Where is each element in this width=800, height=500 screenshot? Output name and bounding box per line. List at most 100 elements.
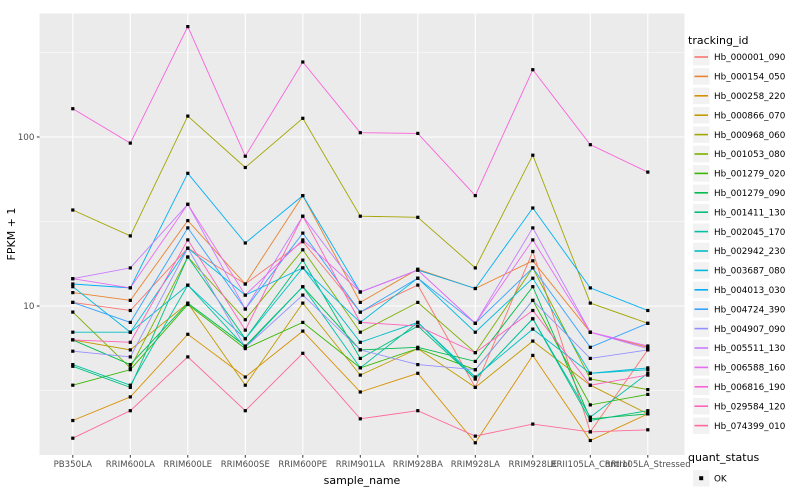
data-point [358,390,362,394]
legend-label: Hb_004907_090 [714,325,786,335]
data-point [186,246,190,250]
data-point [473,286,477,291]
data-point [646,428,650,432]
data-point [588,377,592,381]
data-point [301,60,305,64]
data-point [301,240,305,244]
data-point [301,351,305,355]
x-tick-label: RRIM901LA [336,460,385,470]
data-point [301,248,305,252]
data-point [473,194,477,198]
data-point [473,375,477,379]
data-point [588,286,592,290]
data-point [588,415,592,419]
data-point [646,392,650,396]
legend-label: Hb_005511_130 [714,344,786,354]
x-tick-label: RRIM600PE [278,460,327,470]
legend-label: Hb_002045_170 [714,228,786,238]
data-point [128,383,132,387]
quant-legend-title: quant_status [688,451,760,464]
legend-label: Hb_029584_120 [714,402,786,412]
data-point [128,368,132,372]
data-point [588,371,592,375]
data-point [128,409,132,413]
data-point [588,301,592,305]
data-point [531,226,535,230]
data-point [243,375,247,379]
data-point [71,310,75,314]
data-point [71,208,75,212]
data-points [71,25,650,445]
data-point [531,259,535,263]
data-point [128,141,132,145]
data-point [646,366,650,370]
data-point [301,329,305,333]
legend-label: Hb_074399_010 [714,422,786,432]
data-point [128,330,132,334]
x-tick-label: RRIM600LE [164,460,213,470]
legend-label: Hb_000258_220 [714,92,786,102]
data-point [186,283,190,287]
legend-label: Hb_000866_070 [714,111,786,121]
data-point [531,422,535,426]
data-point [186,25,190,29]
data-point [301,258,305,262]
data-point [531,266,535,270]
data-point [358,310,362,314]
data-point [186,219,190,223]
data-point [358,320,362,324]
data-point [358,290,362,294]
data-point [301,285,305,289]
data-point [128,320,132,324]
data-point [128,234,132,238]
data-point [186,171,190,175]
data-point [71,291,75,295]
data-point [128,363,132,367]
axes: PB350LA RRIM600LA RRIM600LE RRIM600SE RRIM60… [18,133,691,470]
data-point [301,238,305,242]
data-point [71,285,75,289]
data-point [128,366,132,370]
x-tick-label: RRIM928BA [393,460,443,470]
data-point [416,324,420,328]
data-point [243,307,247,311]
x-axis-title: sample_name [324,474,401,487]
data-point [416,276,420,280]
data-point [358,214,362,218]
data-point [128,355,132,359]
legend-label: Hb_001279_020 [714,170,786,180]
data-point [531,238,535,242]
data-point [186,226,190,230]
data-point [531,276,535,280]
data-point [301,266,305,270]
data-point [588,143,592,147]
gridlines [39,13,685,455]
legend-title: tracking_id [688,34,749,47]
data-point [646,308,650,313]
data-point [243,409,247,413]
data-point [531,68,535,72]
data-point [646,344,650,348]
data-point [128,286,132,290]
data-point [473,359,477,363]
data-point [588,417,592,421]
data-point [301,214,305,218]
data-point [531,298,535,302]
data-point [71,418,75,423]
data-point [416,131,420,135]
data-point [588,418,592,423]
legend-label: Hb_004013_030 [714,286,786,296]
data-point [646,409,650,413]
data-point [473,266,477,270]
data-point [243,318,247,322]
data-point [243,293,247,297]
data-point [416,345,420,349]
data-point [186,255,190,259]
x-tick-label: PB350LA [54,460,92,470]
data-point [128,395,132,399]
data-point [186,114,190,118]
quant-legend-label: OK [714,475,727,485]
data-point [473,441,477,445]
legend-label: Hb_006816_190 [714,383,786,393]
